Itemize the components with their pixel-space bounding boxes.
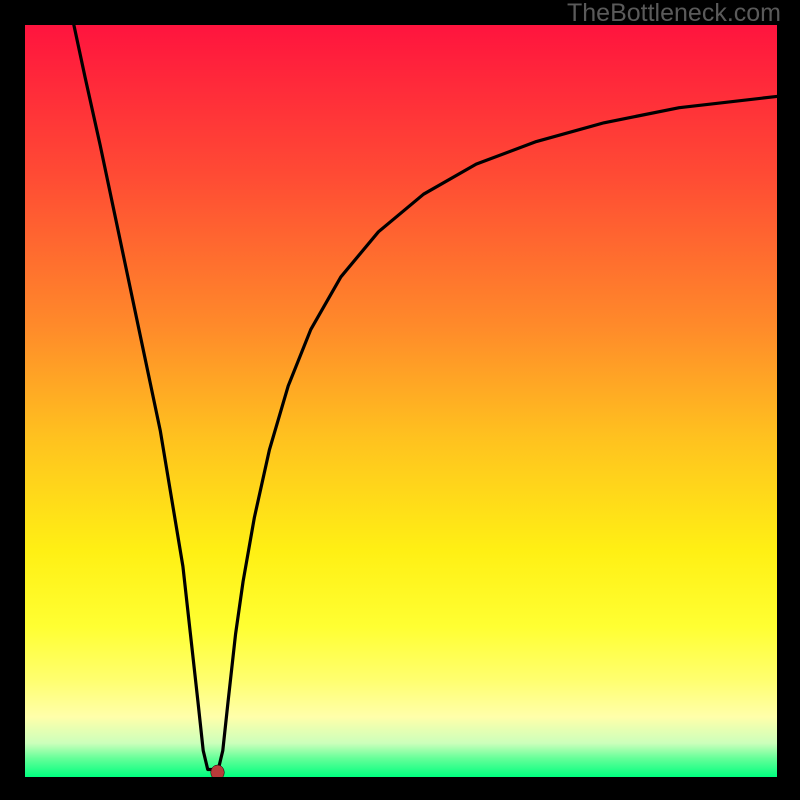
gradient-plot <box>25 25 777 777</box>
optimal-point-marker <box>211 765 225 777</box>
chart-frame: TheBottleneck.com <box>0 0 800 800</box>
gradient-background <box>25 25 777 777</box>
watermark-text: TheBottleneck.com <box>567 0 781 28</box>
plot-area <box>25 25 777 777</box>
